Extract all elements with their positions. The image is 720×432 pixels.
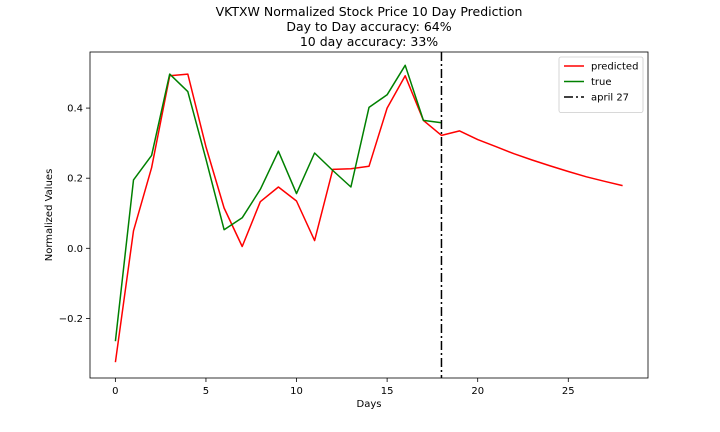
x-tick-label: 15 [381, 386, 394, 397]
y-tick-label: 0.2 [67, 174, 83, 185]
x-tick-label: 20 [471, 386, 484, 397]
chart-subtitle-10day-accuracy: 10 day accuracy: 33% [300, 34, 438, 49]
y-tick-label: −0.2 [59, 314, 83, 325]
y-tick-label: 0.0 [67, 244, 83, 255]
chart-title: VKTXW Normalized Stock Price 10 Day Pred… [216, 4, 523, 19]
chart-title-group: VKTXW Normalized Stock Price 10 Day Pred… [216, 4, 523, 49]
series-line-predicted [114, 73, 623, 363]
x-tick-label: 10 [290, 386, 303, 397]
y-tick-label: 0.4 [67, 104, 83, 115]
series-line-true [114, 64, 442, 342]
legend-label-true: true [591, 77, 612, 88]
legend-label-predicted: predicted [591, 62, 638, 73]
x-tick-label: 0 [112, 386, 118, 397]
legend-box [558, 56, 644, 113]
chart-subtitle-day-accuracy: Day to Day accuracy: 64% [286, 19, 451, 34]
y-axis-label: Normalized Values [44, 169, 55, 262]
legend: predicted true april 27 [558, 56, 644, 113]
plot-frame [89, 51, 649, 379]
legend-label-april-27: april 27 [591, 93, 629, 104]
x-axis-label: Days [357, 399, 382, 410]
x-tick-label: 5 [203, 386, 209, 397]
x-tick-label: 25 [562, 386, 575, 397]
